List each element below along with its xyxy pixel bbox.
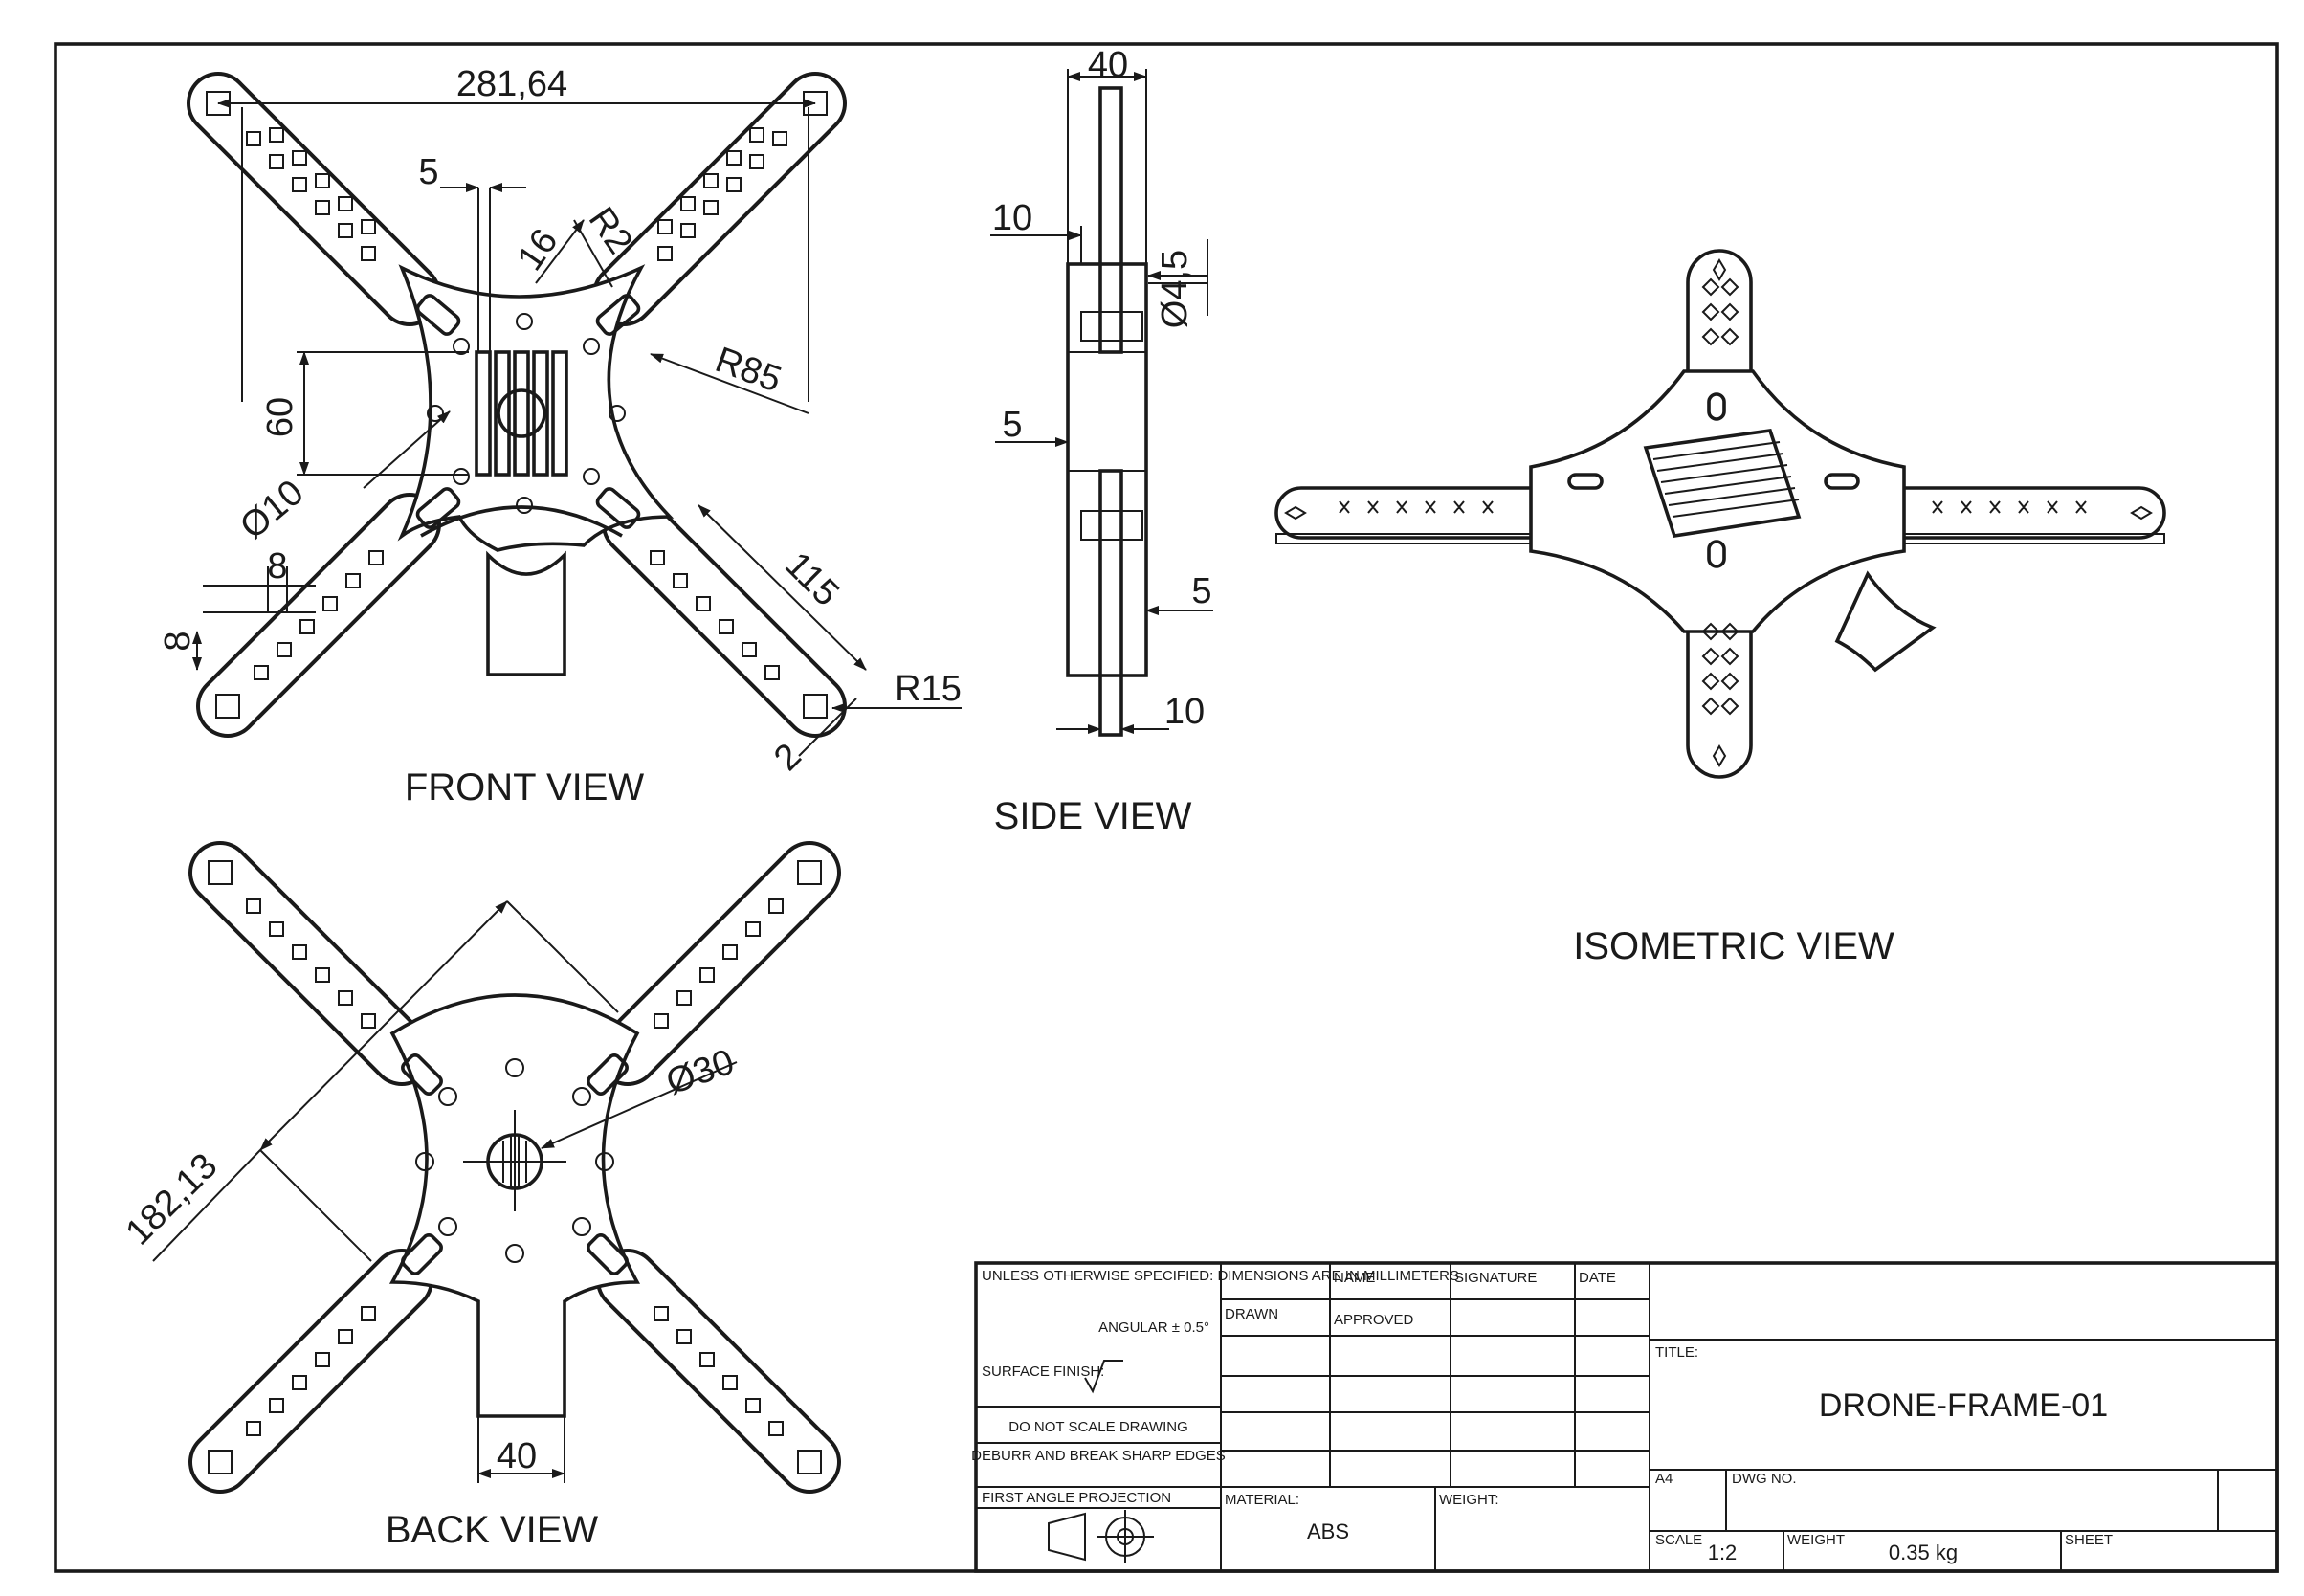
tb-weight: 0.35 kg — [1889, 1541, 1958, 1564]
dim-115: 115 — [777, 544, 847, 614]
back-arm-bottom-right — [596, 1249, 841, 1494]
iso-slots — [1567, 392, 1860, 568]
front-view: 281,64 5 R2 16 R85 60 Ø10 115 R15 8 8 2 … — [158, 64, 962, 809]
tb-dwg-label: DWG NO. — [1732, 1471, 1797, 1487]
back-dimension-lines — [152, 900, 738, 1483]
tb-col-date: DATE — [1579, 1270, 1616, 1286]
side-dim-5-left: 5 — [1002, 405, 1022, 445]
tb-size-label: A4 — [1655, 1471, 1673, 1487]
dim-8-vertical: 8 — [158, 631, 198, 651]
tb-col-name: NAME — [1334, 1270, 1375, 1286]
front-arm-bottom-left — [196, 493, 441, 738]
isometric-view-label: ISOMETRIC VIEW — [1573, 925, 1894, 967]
side-view-label: SIDE VIEW — [994, 795, 1192, 837]
front-battery-slots — [475, 350, 568, 477]
dim-8-horizontal: 8 — [267, 546, 287, 587]
tb-scale: 1:2 — [1708, 1541, 1738, 1564]
side-dim-10-bottom: 10 — [1164, 692, 1205, 732]
iso-center-plate — [1529, 369, 1906, 633]
side-dim-10-top: 10 — [992, 198, 1032, 238]
projection-symbol-icon — [1048, 1510, 1154, 1563]
iso-arm-lattice — [1284, 258, 2153, 767]
dim-d10: Ø10 — [233, 473, 311, 547]
dim-16: 16 — [510, 222, 566, 278]
tb-weight-label-top: WEIGHT: — [1439, 1492, 1499, 1508]
iso-battery-slots — [1652, 441, 1800, 518]
tb-scale-label: SCALE — [1655, 1532, 1702, 1548]
front-arm-top-right — [592, 72, 847, 326]
tb-general-note: UNLESS OTHERWISE SPECIFIED: DIMENSIONS A… — [982, 1268, 1459, 1284]
front-slots — [415, 294, 641, 529]
tb-row-approved: APPROVED — [1334, 1312, 1414, 1328]
front-arm-top-left — [187, 72, 441, 326]
tb-material: ABS — [1307, 1519, 1349, 1543]
front-dimension-lines — [192, 99, 962, 757]
tb-title-label: TITLE: — [1655, 1344, 1698, 1361]
front-tab — [486, 550, 566, 676]
tb-weight-label: WEIGHT — [1787, 1532, 1845, 1548]
dim-overall: 281,64 — [456, 64, 567, 104]
back-view-label: BACK VIEW — [386, 1509, 599, 1551]
back-arm-top-right — [596, 841, 841, 1086]
front-lower-arc — [420, 505, 623, 538]
back-view: 182,13 Ø30 40 BACK VIEW — [119, 841, 841, 1551]
tb-row-drawn: DRAWN — [1225, 1306, 1278, 1322]
side-view: 40 10 Ø4,5 5 5 10 SIDE VIEW — [990, 45, 1213, 837]
tb-col-signature: SIGNATURE — [1454, 1270, 1537, 1286]
back-arm-bottom-left — [188, 1249, 433, 1494]
back-dim-182: 182,13 — [119, 1146, 226, 1253]
front-view-label: FRONT VIEW — [405, 766, 645, 809]
tb-projection: FIRST ANGLE PROJECTION — [982, 1490, 1171, 1506]
tb-sheet-label: SHEET — [2065, 1532, 2113, 1548]
dim-60: 60 — [260, 397, 300, 437]
dim-r15: R15 — [895, 669, 962, 709]
iso-tab — [1834, 570, 1937, 673]
side-dimension-lines — [990, 69, 1213, 734]
dim-slot-gap: 5 — [418, 152, 438, 192]
tb-surface-finish: SURFACE FINISH: — [982, 1363, 1104, 1380]
tb-drawing-title: DRONE-FRAME-01 — [1819, 1387, 2108, 1424]
front-arm-lattice — [246, 127, 787, 680]
isometric-view: ISOMETRIC VIEW — [1274, 249, 2166, 967]
tb-material-label: MATERIAL: — [1225, 1492, 1299, 1508]
title-block: UNLESS OTHERWISE SPECIFIED: DIMENSIONS A… — [971, 1261, 2279, 1573]
dim-2: 2 — [766, 736, 809, 779]
side-dim-5-right: 5 — [1191, 571, 1211, 611]
dim-r85: R85 — [710, 340, 786, 400]
tb-tolerance-note: ANGULAR ± 0.5° — [1098, 1319, 1209, 1336]
side-dim-d45: Ø4,5 — [1155, 250, 1195, 328]
tb-deburr: DEBURR AND BREAK SHARP EDGES — [971, 1448, 1226, 1464]
back-dim-40: 40 — [497, 1436, 537, 1476]
tb-no-scale: DO NOT SCALE DRAWING — [1008, 1419, 1188, 1435]
side-dim-40: 40 — [1088, 45, 1128, 85]
